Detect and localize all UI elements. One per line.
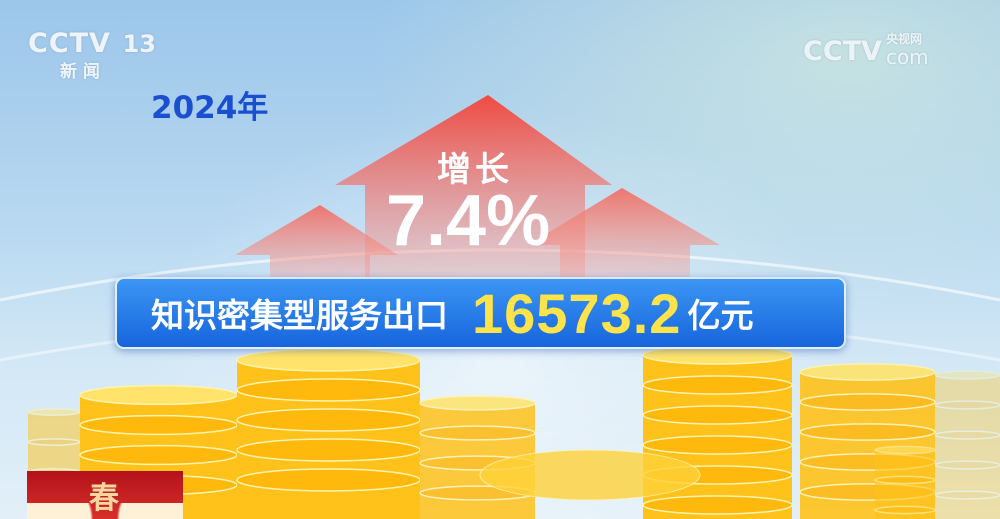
spring-festival-promo: 春 bbox=[27, 471, 183, 519]
coin bbox=[874, 445, 936, 455]
coin bbox=[236, 348, 421, 372]
growth-value: 7.4% bbox=[386, 181, 551, 261]
coin bbox=[934, 370, 1000, 380]
coin bbox=[642, 495, 793, 515]
arrow-main bbox=[335, 95, 612, 285]
coin bbox=[934, 400, 1000, 410]
coin-stack-body bbox=[935, 375, 1000, 519]
coin-stack bbox=[934, 370, 1000, 519]
coin bbox=[874, 505, 936, 515]
banner-unit: 亿元 bbox=[687, 296, 754, 335]
coin-stack bbox=[874, 445, 936, 519]
coin bbox=[934, 460, 1000, 470]
growth-label: 增长 bbox=[437, 150, 513, 190]
coin bbox=[236, 378, 421, 402]
coin bbox=[236, 408, 421, 432]
coin bbox=[236, 438, 421, 462]
arrow-left bbox=[235, 205, 398, 300]
coin bbox=[799, 423, 936, 441]
coin bbox=[642, 375, 793, 395]
coin bbox=[419, 395, 536, 411]
coin bbox=[934, 490, 1000, 500]
promo-glyph: 春 bbox=[89, 481, 119, 516]
cctv-com-watermark: CCTV 央视网 com bbox=[803, 30, 929, 67]
coin bbox=[236, 468, 421, 492]
watermark-brand: CCTV bbox=[803, 36, 882, 67]
watermark-site: 央视网 bbox=[885, 32, 922, 46]
coin bbox=[79, 414, 238, 436]
coin bbox=[642, 405, 793, 425]
coin bbox=[799, 393, 936, 411]
banner-label: 知识密集型服务出口 bbox=[151, 296, 448, 335]
coin bbox=[799, 363, 936, 381]
logo-number: 13 bbox=[122, 30, 156, 58]
export-banner: 知识密集型服务出口 16573.2 亿元 bbox=[115, 277, 846, 349]
coin bbox=[934, 430, 1000, 440]
year-label: 2024年 bbox=[151, 90, 269, 126]
banner-value: 16573.2 bbox=[472, 281, 682, 345]
coin bbox=[79, 384, 238, 406]
coin bbox=[642, 435, 793, 455]
coin bbox=[419, 425, 536, 441]
coin bbox=[27, 408, 81, 416]
coin bbox=[27, 438, 81, 446]
logo-name: 新 闻 bbox=[60, 62, 100, 82]
watermark-domain: com bbox=[885, 45, 929, 69]
coin-stack bbox=[236, 348, 421, 519]
cctv13-logo: CCTV 13 新 闻 bbox=[28, 28, 156, 82]
coin bbox=[79, 444, 238, 466]
logo-brand: CCTV bbox=[28, 28, 111, 59]
coin bbox=[874, 475, 936, 485]
flat-coin bbox=[479, 449, 701, 501]
